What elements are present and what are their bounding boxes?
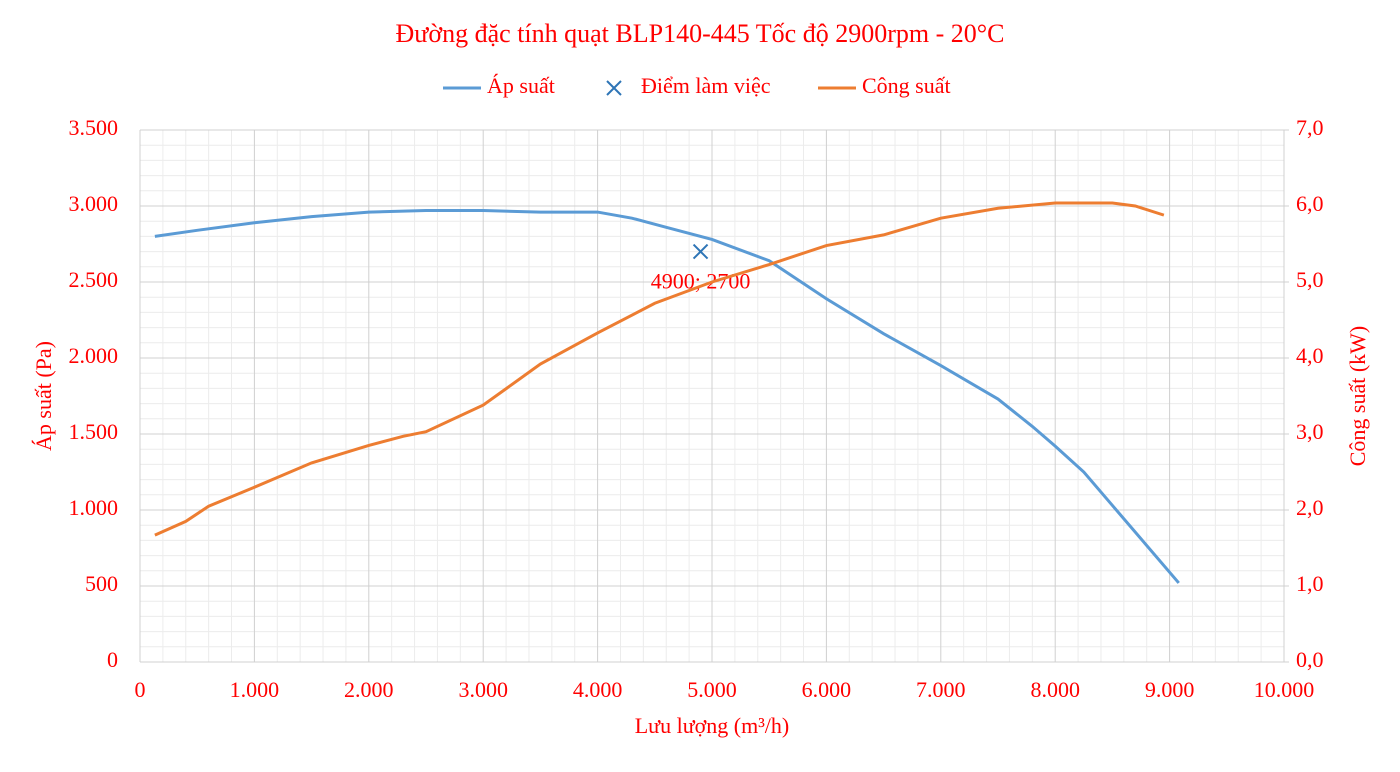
y2-tick-label: 1,0: [1296, 571, 1324, 596]
x-tick-label: 0: [135, 677, 146, 702]
x-tick-label: 8.000: [1030, 677, 1080, 702]
y2-tick-label: 6,0: [1296, 191, 1324, 216]
data-label: 4900; 2700: [651, 269, 751, 294]
y2-tick-label: 2,0: [1296, 495, 1324, 520]
x-tick-label: 6.000: [802, 677, 852, 702]
line-series: [154, 201, 1165, 537]
y-tick-label: 1.000: [69, 495, 119, 520]
y-tick-label: 2.000: [69, 343, 119, 368]
y-tick-label: 0: [107, 647, 118, 672]
x-tick-label: 4.000: [573, 677, 623, 702]
x-tick-label: 9.000: [1145, 677, 1195, 702]
y-tick-label: 3.000: [69, 191, 119, 216]
y2-tick-label: 7,0: [1296, 115, 1324, 140]
y2-tick-label: 0,0: [1296, 647, 1324, 672]
y2-tick-label: 5,0: [1296, 267, 1324, 292]
x-tick-label: 2.000: [344, 677, 394, 702]
x-axis-title: Lưu lượng (m³/h): [635, 713, 790, 738]
y2-tick-label: 3,0: [1296, 419, 1324, 444]
y2-axis-title: Công suất (kW): [1345, 326, 1370, 467]
x-tick-label: 5.000: [687, 677, 737, 702]
legend-label: Điểm làm việc: [641, 73, 771, 98]
legend-label: Công suất: [862, 73, 951, 98]
legend-label: Áp suất: [487, 73, 555, 98]
legend-marker: [606, 80, 622, 96]
y-tick-label: 1.500: [69, 419, 119, 444]
y-tick-label: 3.500: [69, 115, 119, 140]
chart-title: Đường đặc tính quạt BLP140-445 Tốc độ 29…: [396, 19, 1005, 48]
x-tick-label: 3.000: [458, 677, 508, 702]
y-axis-title: Áp suất (Pa): [31, 341, 56, 451]
y-tick-label: 500: [85, 571, 118, 596]
x-tick-label: 1.000: [230, 677, 280, 702]
y-tick-label: 2.500: [69, 267, 119, 292]
line-series: [154, 209, 1180, 584]
x-tick-label: 7.000: [916, 677, 966, 702]
x-tick-label: 10.000: [1254, 677, 1315, 702]
y2-tick-label: 4,0: [1296, 343, 1324, 368]
scatter-point: [692, 243, 709, 260]
